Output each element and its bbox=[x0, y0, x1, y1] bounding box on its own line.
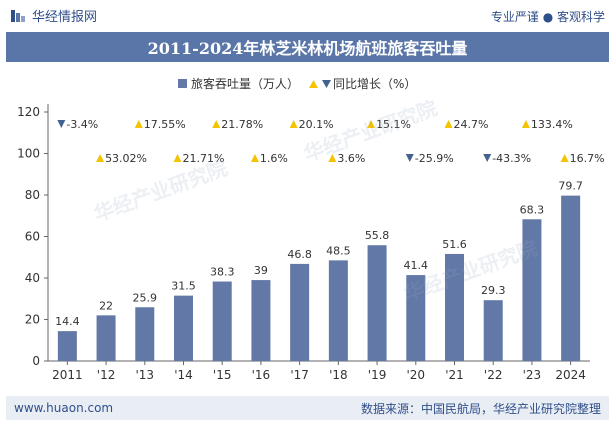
bar bbox=[96, 315, 116, 361]
growth-marker-up bbox=[96, 154, 105, 162]
legend-swatch-bar bbox=[178, 79, 187, 88]
bar-value-label: 48.5 bbox=[326, 244, 351, 257]
bar-value-label: 25.9 bbox=[133, 291, 158, 304]
growth-label: 15.1% bbox=[376, 118, 411, 131]
growth-marker-up bbox=[367, 120, 376, 128]
bar-value-label: 22 bbox=[99, 299, 113, 312]
bar-value-label: 68.3 bbox=[520, 203, 545, 216]
data-source: 数据来源：中国民航局，华经产业研究院整理 bbox=[360, 401, 601, 416]
chart-title: 2011-2024年林芝米林机场航班旅客吞吐量 bbox=[6, 32, 609, 62]
x-tick-label: '17 bbox=[290, 368, 309, 382]
x-tick-label: '18 bbox=[329, 368, 348, 382]
x-tick-label: '14 bbox=[174, 368, 193, 382]
x-tick-label: '23 bbox=[523, 368, 542, 382]
bar bbox=[522, 219, 542, 361]
bar-value-label: 41.4 bbox=[404, 259, 429, 272]
growth-marker-up bbox=[212, 120, 221, 128]
y-tick-label: 120 bbox=[17, 105, 40, 119]
growth-marker-down bbox=[405, 154, 414, 162]
legend-marker-up bbox=[309, 80, 318, 88]
y-tick-label: 80 bbox=[25, 188, 40, 202]
bar bbox=[174, 295, 193, 361]
bar bbox=[483, 300, 503, 361]
legend-label-growth: 同比增长（%） bbox=[333, 77, 416, 91]
bar-value-label: 46.8 bbox=[287, 248, 312, 261]
legend-marker-down bbox=[322, 80, 331, 88]
website: www.huaon.com bbox=[14, 401, 114, 415]
growth-label: 20.1% bbox=[299, 118, 334, 131]
x-tick-label: '13 bbox=[135, 368, 154, 382]
growth-label: 133.4% bbox=[531, 118, 573, 131]
footer: www.huaon.com 数据来源：中国民航局，华经产业研究院整理 bbox=[6, 396, 609, 420]
bar-value-label: 38.3 bbox=[210, 266, 235, 279]
brand: 华经情报网 bbox=[10, 6, 97, 25]
growth-label: 3.6% bbox=[337, 152, 365, 165]
bar-value-label: 39 bbox=[254, 264, 268, 277]
growth-label: 24.7% bbox=[454, 118, 489, 131]
growth-marker-up bbox=[444, 120, 453, 128]
bar bbox=[367, 245, 387, 361]
growth-label: 21.78% bbox=[221, 118, 263, 131]
chart: 旅客吞吐量（万人） 同比增长（%） 0 20 40 60 80 100 120 14.4 2011 2… bbox=[17, 76, 605, 382]
legend-label-bar: 旅客吞吐量（万人） bbox=[191, 76, 299, 91]
brand-logo-icon bbox=[11, 9, 25, 22]
brand-name: 华经情报网 bbox=[32, 10, 98, 25]
x-tick-label: 2024 bbox=[555, 368, 586, 382]
growth-marker-up bbox=[521, 120, 530, 128]
bar-value-label: 79.7 bbox=[558, 180, 583, 193]
x-tick-label: '12 bbox=[97, 368, 116, 382]
bar-value-label: 31.5 bbox=[171, 280, 196, 293]
x-tick-label: '21 bbox=[445, 368, 464, 382]
tagline: 专业严谨 ● 客观科学 bbox=[490, 10, 605, 24]
growth-marker-up bbox=[134, 120, 143, 128]
growth-marker-up bbox=[250, 154, 259, 162]
bar bbox=[57, 331, 77, 361]
growth-label: 21.71% bbox=[183, 152, 225, 165]
growth-marker-down bbox=[483, 154, 492, 162]
x-tick-label: '19 bbox=[368, 368, 387, 382]
x-tick-label: '20 bbox=[406, 368, 425, 382]
growth-label: 16.7% bbox=[570, 152, 605, 165]
bar-value-label: 14.4 bbox=[55, 315, 80, 328]
growth-marker-up bbox=[560, 154, 569, 162]
growth-label: -43.3% bbox=[492, 152, 531, 165]
bar bbox=[251, 280, 271, 361]
x-tick-label: 2011 bbox=[52, 368, 83, 382]
bar bbox=[135, 307, 155, 361]
bar bbox=[445, 253, 464, 361]
growth-label: -25.9% bbox=[415, 152, 454, 165]
x-tick-label: '22 bbox=[484, 368, 503, 382]
y-tick-label: 40 bbox=[25, 271, 40, 285]
growth-label: 1.6% bbox=[260, 152, 288, 165]
growth-marker-up bbox=[173, 154, 182, 162]
growth-label: 17.55% bbox=[144, 118, 186, 131]
bar bbox=[406, 275, 426, 361]
y-tick-label: 100 bbox=[17, 147, 40, 161]
bar bbox=[212, 281, 232, 361]
growth-label: -3.4% bbox=[66, 118, 98, 131]
bar bbox=[561, 195, 581, 361]
bar bbox=[328, 260, 348, 361]
bar-value-label: 55.8 bbox=[365, 229, 390, 242]
x-tick-label: '15 bbox=[213, 368, 232, 382]
y-tick-label: 0 bbox=[32, 354, 40, 368]
growth-label: 53.02% bbox=[105, 152, 147, 165]
growth-marker-down bbox=[57, 120, 66, 128]
growth-marker-up bbox=[328, 154, 337, 162]
x-tick-label: '16 bbox=[252, 368, 271, 382]
bar-value-label: 29.3 bbox=[481, 284, 506, 297]
growth-marker-up bbox=[289, 120, 298, 128]
bar bbox=[290, 263, 310, 361]
top-bar: 华经情报网 专业严谨 ● 客观科学 bbox=[0, 0, 615, 30]
bar-value-label: 51.6 bbox=[442, 238, 467, 251]
y-tick-label: 20 bbox=[25, 313, 40, 327]
y-tick-label: 60 bbox=[25, 230, 40, 244]
